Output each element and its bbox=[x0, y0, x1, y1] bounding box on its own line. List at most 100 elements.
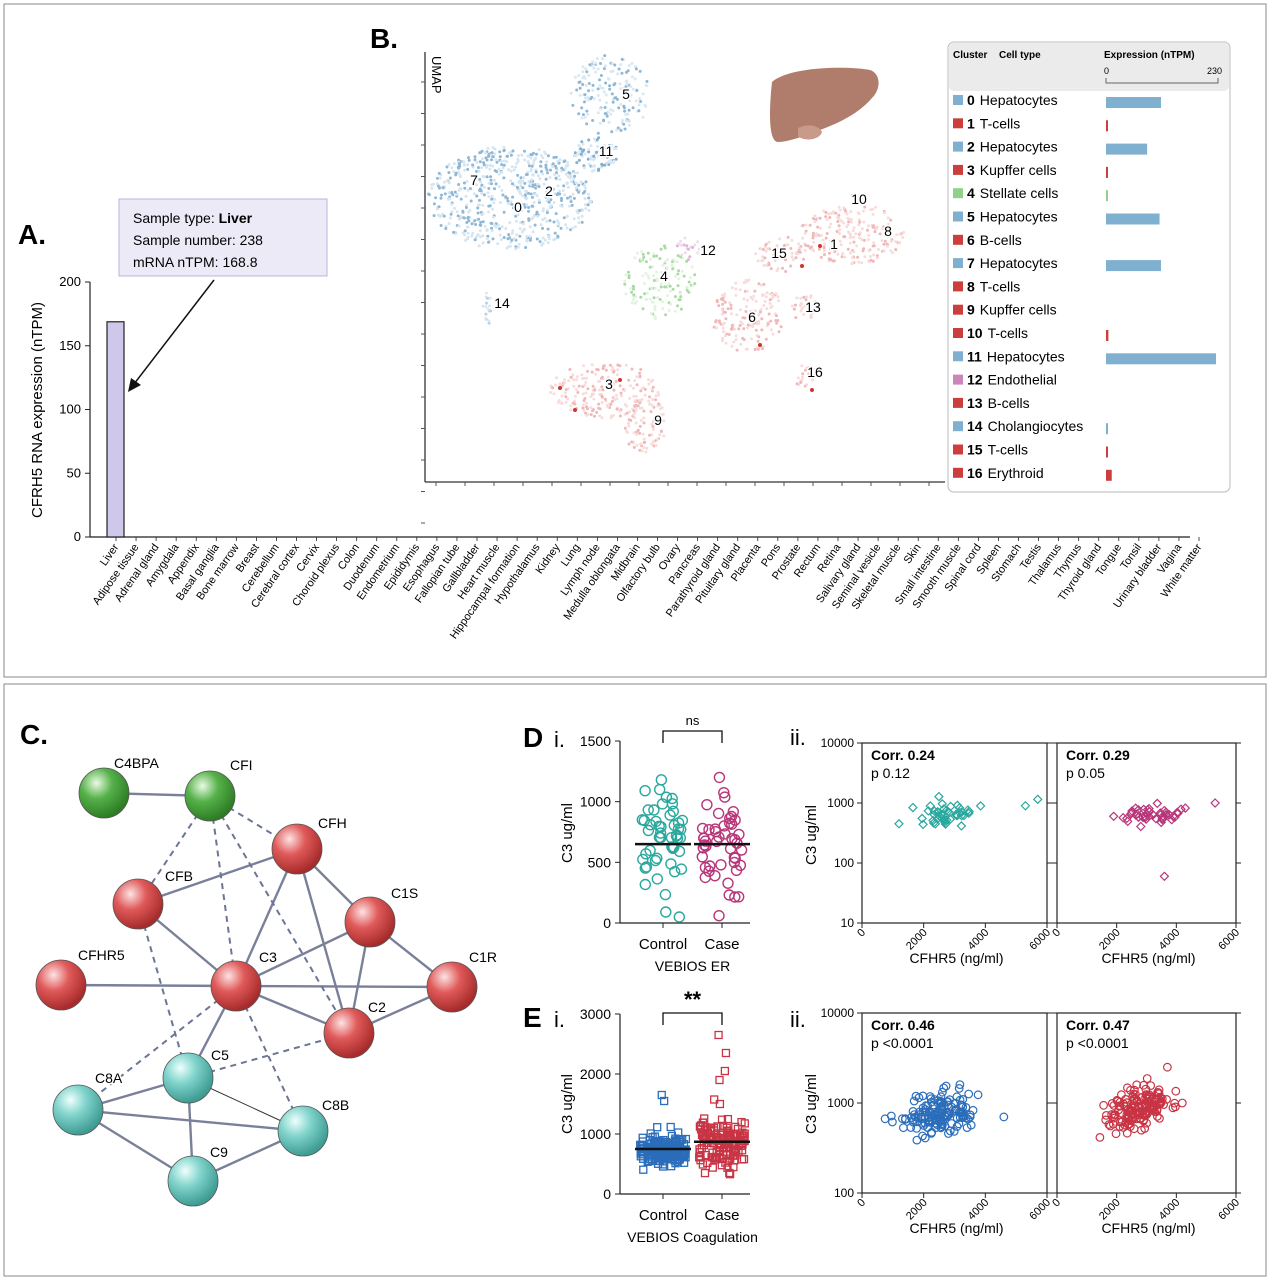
umap-point bbox=[871, 224, 875, 228]
umap-point bbox=[627, 123, 631, 127]
umap-point bbox=[734, 293, 738, 297]
umap-point bbox=[566, 196, 569, 200]
umap-point bbox=[497, 167, 501, 171]
umap-point bbox=[799, 296, 803, 300]
umap-point bbox=[652, 427, 655, 431]
umap-point bbox=[714, 320, 718, 324]
umap-point bbox=[551, 386, 555, 390]
umap-point bbox=[813, 300, 817, 304]
dot-point bbox=[703, 824, 715, 836]
umap-cluster-label: 7 bbox=[470, 172, 478, 188]
umap-point bbox=[462, 216, 466, 220]
umap-point bbox=[592, 397, 596, 401]
umap-point bbox=[819, 233, 823, 237]
umap-point bbox=[441, 186, 445, 190]
umap-point bbox=[586, 369, 590, 373]
umap-point bbox=[652, 279, 656, 282]
umap-point bbox=[539, 160, 543, 164]
network-edge bbox=[137, 847, 298, 906]
dot-point bbox=[644, 1154, 653, 1164]
legend-cell-type: Stellate cells bbox=[980, 185, 1059, 201]
umap-point bbox=[665, 266, 669, 270]
umap-point bbox=[816, 225, 820, 229]
umap-point bbox=[610, 368, 614, 372]
umap-point bbox=[837, 205, 841, 209]
umap-point bbox=[600, 376, 603, 380]
umap-point bbox=[529, 152, 533, 156]
umap-point bbox=[584, 186, 588, 190]
umap-point bbox=[466, 188, 470, 192]
umap-point bbox=[791, 258, 795, 262]
umap-point bbox=[625, 411, 629, 415]
scatter-point bbox=[939, 1083, 949, 1093]
umap-point bbox=[687, 280, 691, 284]
scatter-xtick-label: 4000 bbox=[1157, 1197, 1183, 1223]
umap-point bbox=[471, 180, 475, 184]
umap-point bbox=[619, 87, 623, 91]
umap-point bbox=[470, 222, 474, 226]
umap-point bbox=[891, 251, 895, 255]
umap-point bbox=[804, 243, 808, 247]
umap-point bbox=[609, 70, 613, 73]
umap-point bbox=[650, 286, 654, 290]
umap-point bbox=[588, 63, 592, 67]
umap-point bbox=[775, 245, 779, 249]
dot-point bbox=[672, 823, 685, 835]
scatter-point bbox=[1132, 1080, 1142, 1090]
umap-point bbox=[489, 221, 493, 225]
umap-point bbox=[484, 312, 488, 316]
dot-point bbox=[639, 1165, 648, 1174]
scatter-xlabel: CFHR5 (ng/ml) bbox=[909, 1220, 1003, 1236]
umap-point bbox=[782, 244, 786, 248]
umap-point bbox=[464, 194, 468, 198]
umap-point bbox=[768, 298, 772, 302]
umap-point bbox=[546, 234, 550, 238]
umap-point bbox=[569, 408, 573, 412]
umap-point bbox=[798, 250, 802, 254]
umap-point bbox=[607, 120, 611, 124]
umap-point bbox=[642, 416, 646, 420]
umap-cluster-label: 15 bbox=[771, 245, 787, 261]
umap-point bbox=[671, 260, 674, 264]
umap-point bbox=[839, 243, 843, 247]
dot-point bbox=[734, 859, 747, 871]
umap-point bbox=[445, 179, 449, 182]
umap-point bbox=[575, 161, 579, 165]
umap-point bbox=[809, 313, 813, 317]
umap-point bbox=[663, 244, 666, 248]
legend-cluster-id: 10 bbox=[967, 325, 983, 341]
umap-point bbox=[541, 236, 545, 240]
legend-cell-type: Hepatocytes bbox=[980, 92, 1058, 108]
umap-point bbox=[770, 292, 774, 296]
dot-point bbox=[673, 1157, 682, 1167]
umap-point bbox=[529, 156, 533, 160]
scatter-point bbox=[1122, 1105, 1132, 1115]
umap-point bbox=[762, 304, 766, 308]
legend-swatch bbox=[953, 281, 963, 292]
umap-point bbox=[595, 57, 599, 61]
dot-group-label: Control bbox=[639, 1207, 687, 1224]
umap-point bbox=[583, 184, 586, 188]
umap-point bbox=[485, 175, 489, 179]
umap-point bbox=[860, 227, 864, 231]
legend-cluster-id: 12 bbox=[967, 372, 983, 388]
dot-point bbox=[735, 1132, 744, 1141]
umap-point bbox=[744, 310, 748, 313]
dot-ytick-label: 1000 bbox=[580, 794, 611, 810]
umap-point bbox=[575, 171, 579, 175]
scatter-correlation: Corr. 0.29 bbox=[1066, 747, 1130, 763]
umap-point bbox=[598, 121, 602, 125]
umap-point bbox=[571, 103, 575, 107]
umap-point bbox=[592, 158, 595, 162]
umap-point bbox=[760, 317, 764, 321]
legend-swatch bbox=[953, 234, 963, 245]
scatter-point bbox=[1177, 1098, 1187, 1108]
umap-point bbox=[697, 247, 701, 251]
umap-point bbox=[582, 166, 586, 170]
network-node bbox=[162, 1052, 214, 1104]
umap-point bbox=[629, 384, 632, 388]
umap-point bbox=[887, 222, 891, 226]
umap-point bbox=[668, 284, 672, 288]
scatter-p-value: p 0.05 bbox=[1066, 765, 1105, 781]
scatter-point bbox=[930, 1118, 940, 1128]
